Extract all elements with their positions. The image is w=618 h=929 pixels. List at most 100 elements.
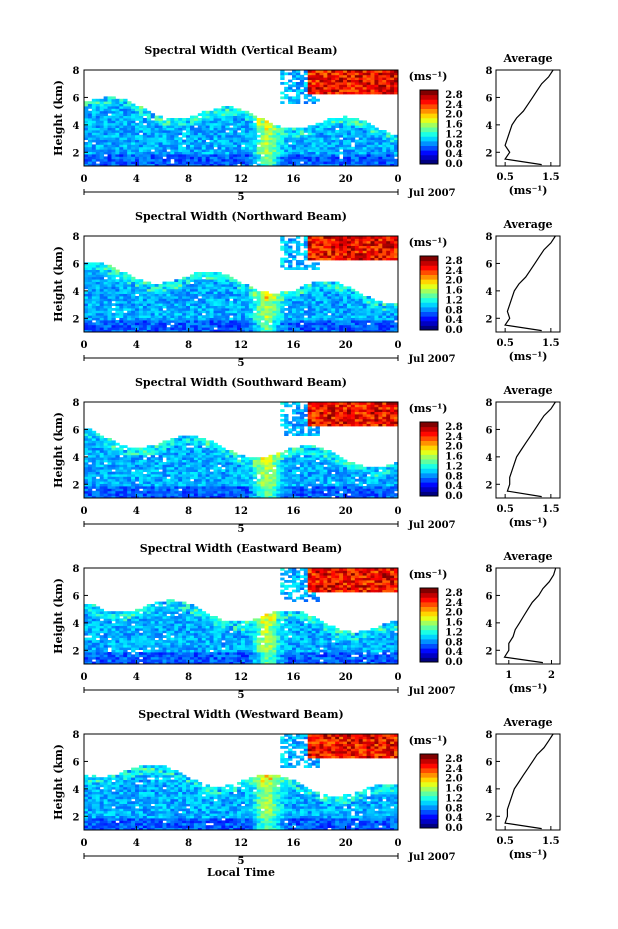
heatmap-cell [213, 442, 218, 446]
heatmap-cell [162, 144, 167, 148]
heatmap-cell [131, 310, 136, 314]
heatmap-cell [346, 86, 352, 90]
heatmap-cell [315, 252, 320, 256]
heatmap-cell [358, 163, 364, 167]
heatmap-cell [209, 125, 214, 128]
heatmap-cell [119, 163, 124, 167]
heatmap-cell [335, 158, 340, 162]
heatmap-cell [99, 327, 105, 330]
heatmap-cell [256, 320, 262, 323]
heatmap-cell [268, 317, 273, 321]
heatmap-cell [178, 324, 183, 328]
heatmap-cell [119, 139, 124, 143]
heatmap-cell [248, 118, 254, 121]
heatmap-cell [264, 130, 269, 133]
heatmap-cell [280, 132, 285, 136]
heatmap-cell [358, 122, 364, 126]
heatmap-cell [107, 490, 112, 494]
heatmap-cell [233, 125, 238, 128]
heatmap-cell [284, 127, 289, 131]
heatmap-cell [170, 466, 175, 470]
colorbar-tick-label: 2.4 [445, 266, 462, 277]
heatmap-cell [233, 481, 238, 484]
heatmap-cell [115, 312, 120, 316]
heatmap-cell [252, 293, 258, 297]
heatmap-cell [154, 490, 159, 494]
heatmap-cell [166, 120, 171, 124]
heatmap-cell [213, 486, 218, 489]
heatmap-cell [201, 438, 207, 441]
heatmap-cell [378, 149, 383, 152]
heatmap-cell [107, 308, 112, 311]
heatmap-cell [135, 488, 140, 492]
heatmap-cell [386, 308, 391, 311]
heatmap-cell [343, 240, 348, 244]
heatmap-cell [350, 161, 356, 164]
heatmap-cell [84, 308, 89, 311]
heatmap-cell [319, 243, 324, 246]
heatmap-cell [358, 125, 364, 128]
heatmap-cell [115, 324, 120, 328]
heatmap-cell [295, 264, 301, 268]
heatmap-cell [343, 248, 348, 251]
heatmap-cell [95, 293, 101, 297]
heatmap-cell [362, 300, 368, 304]
heatmap-cell [115, 288, 120, 292]
heatmap-cell [131, 137, 136, 140]
heatmap-cell [264, 305, 269, 309]
heatmap-cell [346, 120, 352, 124]
heatmap-cell [209, 442, 214, 446]
heatmap-cell [95, 127, 101, 131]
heatmap-cell [217, 329, 222, 333]
heatmap-cell [111, 106, 116, 109]
heatmap-cell [123, 457, 128, 460]
heatmap-cell [197, 490, 203, 494]
heatmap-cell [87, 103, 93, 107]
heatmap-cell [205, 324, 211, 328]
heatmap-cell [225, 122, 230, 126]
heatmap-cell [95, 322, 101, 326]
heatmap-cell [358, 296, 364, 299]
heatmap-cell [201, 329, 207, 333]
heatmap-cell [178, 305, 183, 309]
heatmap-cell [284, 291, 289, 294]
heatmap-cell [138, 146, 144, 150]
heatmap-cell [292, 132, 297, 136]
heatmap-cell [87, 113, 93, 116]
heatmap-cell [311, 308, 316, 311]
heatmap-cell [354, 320, 360, 323]
heatmap-cell [378, 243, 383, 246]
heatmap-cell [170, 134, 175, 138]
heatmap-cell [107, 98, 112, 102]
heatmap-cell [111, 163, 116, 167]
heatmap-cell [390, 312, 395, 316]
heatmap-cell [193, 438, 199, 441]
heatmap-cell [292, 300, 297, 304]
heatmap-cell [162, 464, 167, 468]
heatmap-cell [107, 298, 112, 302]
heatmap-cell [366, 324, 371, 328]
heatmap-cell [288, 86, 293, 90]
heatmap-cell [327, 310, 332, 314]
heatmap-cell [182, 329, 187, 333]
heatmap-cell [319, 149, 324, 152]
heatmap-cell [119, 137, 124, 140]
heatmap-cell [197, 113, 203, 116]
heatmap-cell [343, 156, 348, 160]
heatmap-cell [193, 118, 199, 121]
heatmap-cell [366, 122, 371, 126]
heatmap-cell [346, 122, 352, 126]
heatmap-cell [370, 146, 375, 150]
heatmap-cell [225, 462, 230, 465]
heatmap-cell [115, 125, 120, 128]
heatmap-cell [127, 327, 132, 330]
heatmap-cell [311, 149, 316, 152]
heatmap-cell [299, 134, 305, 138]
heatmap-cell [268, 156, 273, 160]
heatmap-cell [280, 156, 285, 160]
heatmap-cell [280, 308, 285, 311]
heatmap-cell [374, 303, 379, 306]
heatmap-cell [193, 320, 199, 323]
heatmap-cell [272, 163, 277, 167]
heatmap-cell [158, 310, 163, 314]
